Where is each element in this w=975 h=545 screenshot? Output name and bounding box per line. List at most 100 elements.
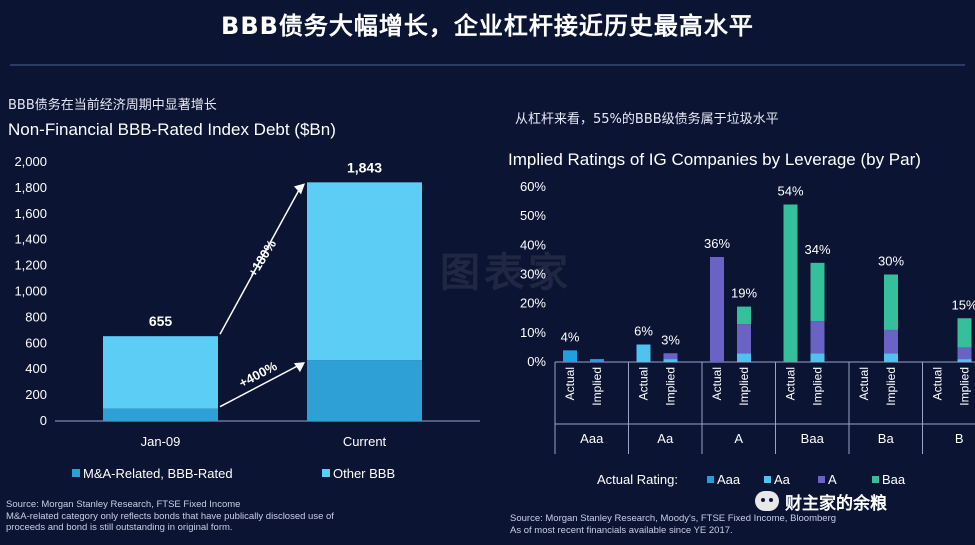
legend-swatch [72,469,80,477]
bar-segment [737,353,751,362]
y-tick-label: 50% [520,208,546,223]
y-tick-label: 2,000 [14,154,47,169]
growth-label-ma: +400% [236,358,279,391]
bar-segment [957,347,972,360]
bar-segment [884,353,898,362]
legend-label: Baa [882,472,906,487]
x-tick-label: Jan-09 [141,434,181,449]
wechat-account: 财主家的余粮 [755,488,887,514]
bar-segment [307,360,422,421]
legend-swatch [764,476,771,483]
legend-swatch [707,476,714,483]
y-tick-label: 200 [25,387,47,402]
bar-segment [957,359,972,362]
page-title: BBB债务大幅增长，企业杠杆接近历史最高水平 [221,12,754,40]
y-tick-label: 0% [527,354,546,369]
implied-ratings-chart: 0% 10% 20% 30% 40% 50% 60% 4% Actual Implied Aaa 6%… [520,179,975,487]
left-source-line: Source: Morgan Stanley Research, FTSE Fi… [6,499,241,510]
y-tick-label: 1,600 [14,206,47,221]
bar-total-label: 54% [777,184,803,199]
y-tick-label: 600 [25,335,47,350]
bar-segment [810,262,825,322]
left-chart-title: Non-Financial BBB-Rated Index Debt ($Bn) [8,120,336,139]
bar-total-label: 3% [661,332,680,347]
legend-prefix: Actual Rating: [597,472,678,487]
wechat-account-name: 财主家的余粮 [785,493,887,514]
bar-segment [103,408,218,421]
bar-total-label: 19% [731,286,757,301]
y-tick-label: 1,400 [14,232,47,247]
bar-segment [884,329,898,354]
legend-swatch [818,476,825,483]
legend-label: Aa [774,472,791,487]
legend-swatch [322,469,330,477]
bar-type-label: Implied [958,367,972,406]
right-source-line: Source: Morgan Stanley Research, Moody's… [510,513,837,524]
right-source-note: Source: Morgan Stanley Research, Moody's… [510,513,970,536]
bar-segment [663,359,678,362]
y-tick-label: 400 [25,361,47,376]
bar-segment [884,274,898,330]
group-label: A [734,431,743,446]
bar-total-label: 36% [704,236,730,251]
group-label: Ba [878,431,895,446]
bar-segment [957,318,972,348]
legend-label: Other BBB [333,466,395,481]
bar-segment [590,359,604,362]
bar-total-label: 30% [878,254,904,269]
growth-arrow-ma [219,363,302,408]
bar-type-label: Implied [811,367,825,406]
watermark-text: 图表家 [440,250,572,296]
x-tick-label: Current [343,434,387,449]
bar-total-label: 1,843 [347,159,382,175]
legend-label: A [828,472,837,487]
group-label: Aaa [580,431,604,446]
left-source-line: proceeds and bond is still outstanding i… [6,522,233,533]
y-tick-label: 1,200 [14,258,47,273]
bar-segment [810,321,825,354]
y-tick-label: 60% [520,179,546,194]
y-tick-label: 1,000 [14,284,47,299]
right-chart-title: Implied Ratings of IG Companies by Lever… [508,150,921,169]
bar-type-label: Actual [710,367,724,400]
group-label: Baa [801,431,825,446]
growth-arrow-total-head [294,183,305,195]
y-tick-label: 800 [25,309,47,324]
bar-total-label: 15% [951,297,975,312]
y-tick-label: 0 [40,413,47,428]
bar-type-label: Actual [784,367,798,400]
bar-total-label: 655 [149,313,173,329]
y-tick-label: 20% [520,296,546,311]
y-tick-label: 10% [520,325,546,340]
y-tick-label: 30% [520,267,546,282]
growth-arrow-total [219,185,302,335]
bar-segment [810,353,825,362]
bar-total-label: 6% [634,324,653,339]
bbb-debt-chart: 0 200 400 600 800 1,000 1,200 1,400 1,600 1,800 2,… [14,154,480,481]
bar-segment [783,204,798,362]
bar-type-label: Implied [884,367,898,406]
bar-type-label: Actual [857,367,871,400]
y-tick-label: 40% [520,237,546,252]
bar-segment [737,306,751,325]
legend-swatch [872,476,879,483]
bar-type-label: Actual [637,367,651,400]
bar-type-label: Actual [563,367,577,400]
bar-segment [563,350,577,362]
bar-type-label: Actual [931,367,945,400]
group-label: B [955,431,964,446]
bar-segment [710,257,724,362]
bar-segment [307,182,422,361]
bar-type-label: Implied [590,367,604,406]
left-chart-subtitle: BBB债务在当前经济周期中显著增长 [8,98,217,113]
bar-type-label: Implied [737,367,751,406]
bar-segment [103,336,218,409]
legend-label: Aaa [717,472,741,487]
bar-total-label: 34% [804,242,830,257]
left-source-note: Source: Morgan Stanley Research, FTSE Fi… [6,499,476,534]
bar-total-label: 4% [561,329,580,344]
bar-type-label: Implied [664,367,678,406]
title-divider [10,64,965,66]
legend-label: M&A-Related, BBB-Rated [83,466,233,481]
right-chart-subtitle: 从杠杆来看，55%的BBB级债务属于垃圾水平 [515,112,779,127]
